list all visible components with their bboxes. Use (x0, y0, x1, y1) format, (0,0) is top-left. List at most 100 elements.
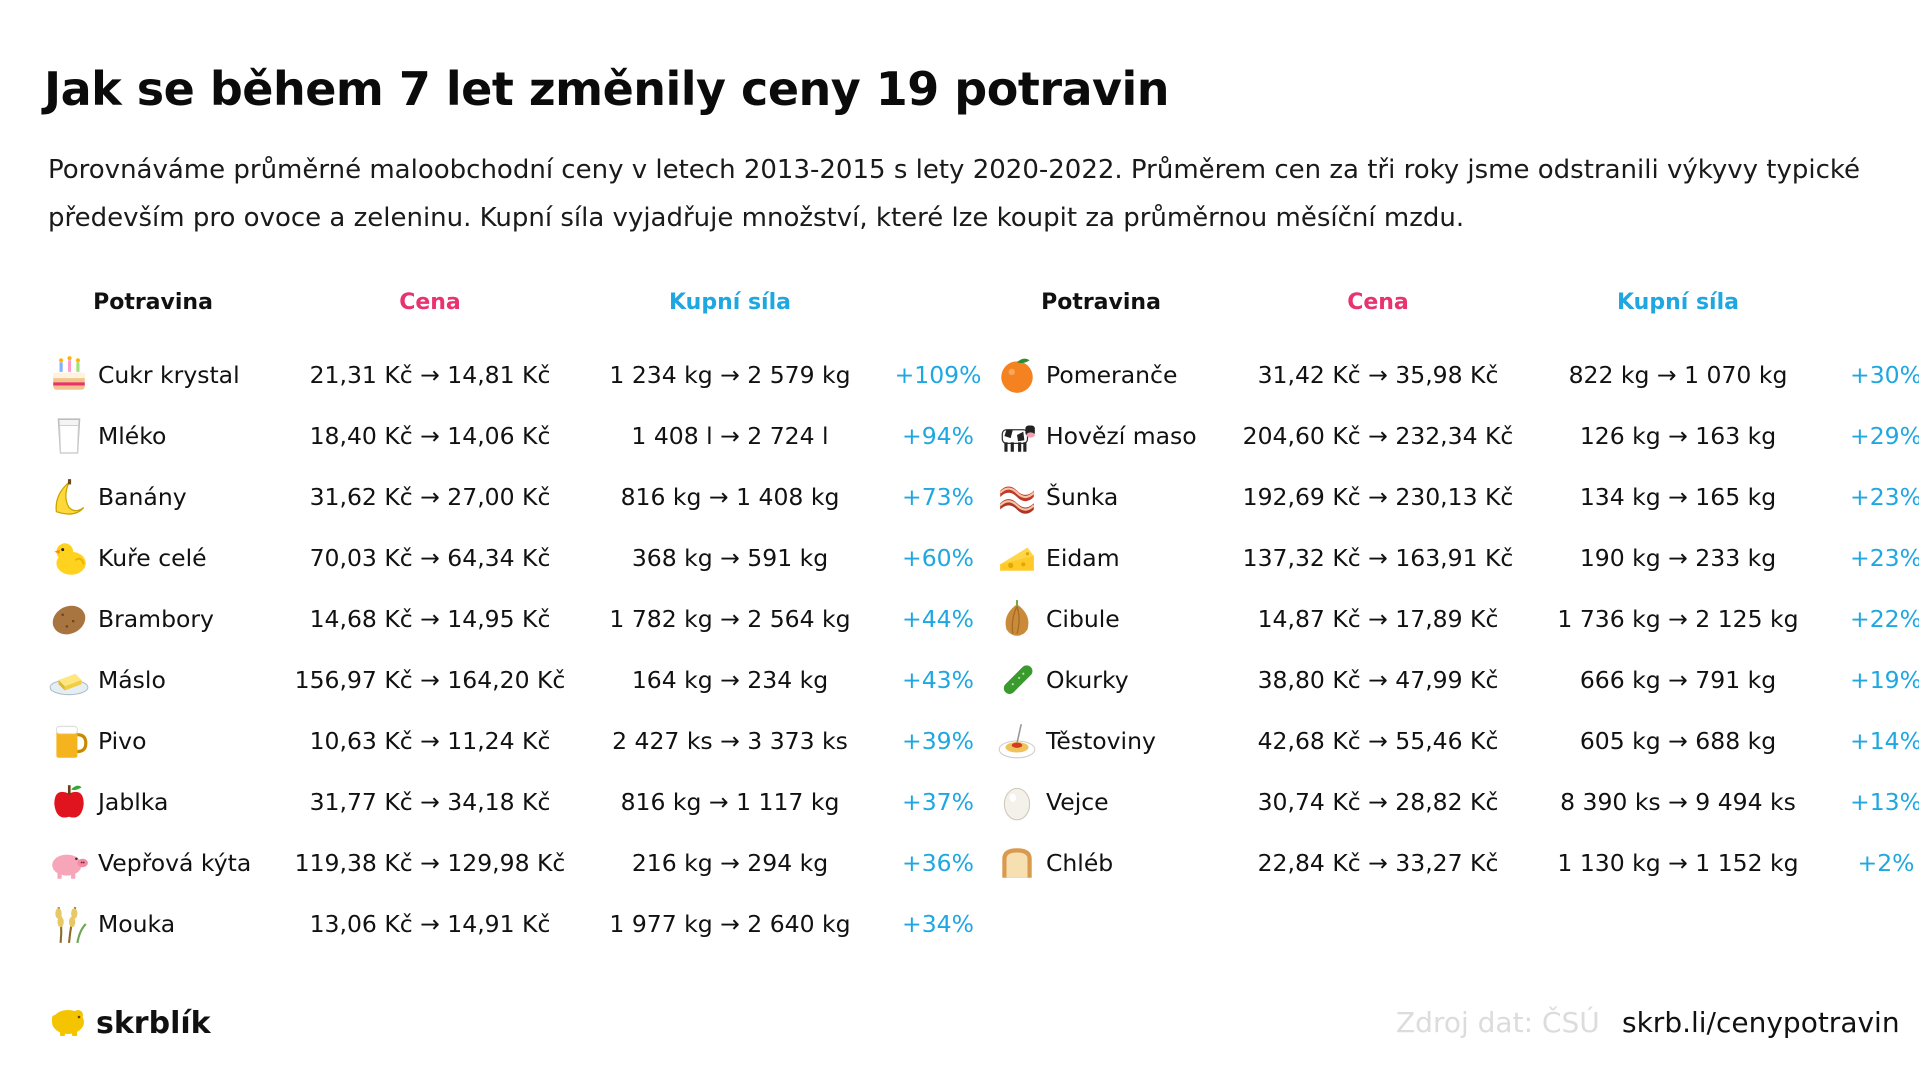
table-row: Vepřová kýta 119,38 Kč → 129,98 Kč 216 kg … (48, 832, 974, 893)
table-row: Okurky 38,80 Kč → 47,99 Kč 666 kg → 791 kg… (996, 649, 1919, 710)
table-left: Potravina Cena Kupní síla Cukr krystal 21… (48, 282, 981, 954)
price-cell: 18,40 Kč → 14,06 Kč (309, 421, 551, 450)
cheese-icon (996, 537, 1038, 579)
cucumber-icon (996, 659, 1038, 701)
price-cell: 156,97 Kč → 164,20 Kč (294, 665, 566, 694)
food-label: Brambory (98, 604, 214, 633)
purchasing-power-cell: 134 kg → 165 kg (1579, 482, 1777, 511)
price-cell: 31,62 Kč → 27,00 Kč (309, 482, 551, 511)
table-rows-right: Pomeranče 31,42 Kč → 35,98 Kč 822 kg → 1 0… (996, 344, 1919, 893)
price-cell: 192,69 Kč → 230,13 Kč (1242, 482, 1514, 511)
food-label: Cibule (1046, 604, 1120, 633)
apple-icon (48, 781, 90, 823)
price-cell: 38,80 Kč → 47,99 Kč (1257, 665, 1499, 694)
food-label: Chléb (1046, 848, 1114, 877)
table-right: Potravina Cena Kupní síla Pomeranče 31,42… (996, 282, 1919, 893)
food-cell: Brambory (48, 588, 288, 649)
spaghetti-icon (996, 720, 1038, 762)
change-percent-cell: +13% (1850, 787, 1919, 816)
header-price: Cena (1347, 289, 1409, 315)
food-label: Mouka (98, 909, 176, 938)
purchasing-power-cell: 666 kg → 791 kg (1579, 665, 1777, 694)
beer-icon (48, 720, 90, 762)
onion-icon (996, 598, 1038, 640)
change-percent-cell: +23% (1850, 482, 1919, 511)
brand-logo[interactable]: skrblík (48, 1005, 211, 1041)
table-row: Mléko 18,40 Kč → 14,06 Kč 1 408 l → 2 724 … (48, 405, 974, 466)
table-row: Šunka 192,69 Kč → 230,13 Kč 134 kg → 165 k… (996, 466, 1919, 527)
page-subtitle: Porovnáváme průměrné maloobchodní ceny v… (48, 155, 1861, 233)
table-row: Hovězí maso 204,60 Kč → 232,34 Kč 126 kg →… (996, 405, 1919, 466)
food-cell: Těstoviny (996, 710, 1236, 771)
source-url[interactable]: skrb.li/cenypotravin (1622, 1006, 1900, 1039)
purchasing-power-cell: 216 kg → 294 kg (631, 848, 829, 877)
change-percent-cell: +2% (1857, 848, 1915, 877)
food-label: Banány (98, 482, 187, 511)
header-power: Kupní síla (1617, 289, 1739, 315)
price-cell: 14,87 Kč → 17,89 Kč (1257, 604, 1499, 633)
price-cell: 137,32 Kč → 163,91 Kč (1242, 543, 1514, 572)
header-power: Kupní síla (669, 289, 791, 315)
bacon-icon (996, 476, 1038, 518)
table-row: Cukr krystal 21,31 Kč → 14,81 Kč 1 234 kg … (48, 344, 981, 405)
change-percent-cell: +30% (1850, 360, 1919, 389)
table-row: Chléb 22,84 Kč → 33,27 Kč 1 130 kg → 1 152… (996, 832, 1914, 893)
food-label: Máslo (98, 665, 166, 694)
price-cell: 119,38 Kč → 129,98 Kč (294, 848, 566, 877)
food-label: Šunka (1046, 482, 1119, 511)
food-cell: Vejce (996, 771, 1236, 832)
change-percent-cell: +109% (894, 360, 982, 389)
food-cell: Pivo (48, 710, 288, 771)
banana-icon (48, 476, 90, 518)
table-row: Cibule 14,87 Kč → 17,89 Kč 1 736 kg → 2 12… (996, 588, 1919, 649)
food-label: Vepřová kýta (98, 848, 252, 877)
wheat-icon (48, 903, 90, 945)
change-percent-cell: +22% (1850, 604, 1919, 633)
table-row: Jablka 31,77 Kč → 34,18 Kč 816 kg → 1 117 … (48, 771, 974, 832)
food-cell: Vepřová kýta (48, 832, 288, 893)
header-food: Potravina (93, 289, 213, 315)
price-cell: 21,31 Kč → 14,81 Kč (309, 360, 551, 389)
change-percent-cell: +36% (902, 848, 974, 877)
food-cell: Pomeranče (996, 344, 1236, 405)
food-cell: Šunka (996, 466, 1236, 527)
food-label: Vejce (1046, 787, 1109, 816)
purchasing-power-cell: 822 kg → 1 070 kg (1568, 360, 1788, 389)
food-label: Mléko (98, 421, 167, 450)
purchasing-power-cell: 368 kg → 591 kg (631, 543, 829, 572)
table-row: Máslo 156,97 Kč → 164,20 Kč 164 kg → 234 k… (48, 649, 974, 710)
table-header: Potravina Cena Kupní síla (48, 282, 948, 322)
food-label: Kuře celé (98, 543, 207, 572)
source-note: Zdroj dat: ČSÚ (1396, 1006, 1600, 1039)
food-cell: Kuře celé (48, 527, 288, 588)
change-percent-cell: +60% (902, 543, 974, 572)
table-row: Eidam 137,32 Kč → 163,91 Kč 190 kg → 233 k… (996, 527, 1919, 588)
price-cell: 10,63 Kč → 11,24 Kč (309, 726, 551, 755)
change-percent-cell: +94% (902, 421, 974, 450)
milk-glass-icon (48, 415, 90, 457)
table-rows-left: Cukr krystal 21,31 Kč → 14,81 Kč 1 234 kg … (48, 344, 981, 954)
purchasing-power-cell: 816 kg → 1 408 kg (620, 482, 840, 511)
purchasing-power-cell: 1 977 kg → 2 640 kg (609, 909, 851, 938)
price-cell: 13,06 Kč → 14,91 Kč (309, 909, 551, 938)
food-label: Těstoviny (1046, 726, 1156, 755)
change-percent-cell: +43% (902, 665, 974, 694)
price-cell: 31,77 Kč → 34,18 Kč (309, 787, 551, 816)
food-cell: Okurky (996, 649, 1236, 710)
table-row: Kuře celé 70,03 Kč → 64,34 Kč 368 kg → 591… (48, 527, 974, 588)
purchasing-power-cell: 1 130 kg → 1 152 kg (1557, 848, 1799, 877)
butter-icon (48, 659, 90, 701)
change-percent-cell: +39% (902, 726, 974, 755)
price-cell: 70,03 Kč → 64,34 Kč (309, 543, 551, 572)
price-cell: 31,42 Kč → 35,98 Kč (1257, 360, 1499, 389)
orange-icon (996, 354, 1038, 396)
purchasing-power-cell: 1 408 l → 2 724 l (631, 421, 829, 450)
potato-icon (48, 598, 90, 640)
purchasing-power-cell: 2 427 ks → 3 373 ks (612, 726, 848, 755)
purchasing-power-cell: 1 234 kg → 2 579 kg (609, 360, 851, 389)
piggy-bank-icon (48, 1005, 88, 1041)
food-cell: Banány (48, 466, 288, 527)
brand-name: skrblík (96, 1005, 211, 1041)
food-cell: Máslo (48, 649, 288, 710)
food-label: Hovězí maso (1046, 421, 1197, 450)
